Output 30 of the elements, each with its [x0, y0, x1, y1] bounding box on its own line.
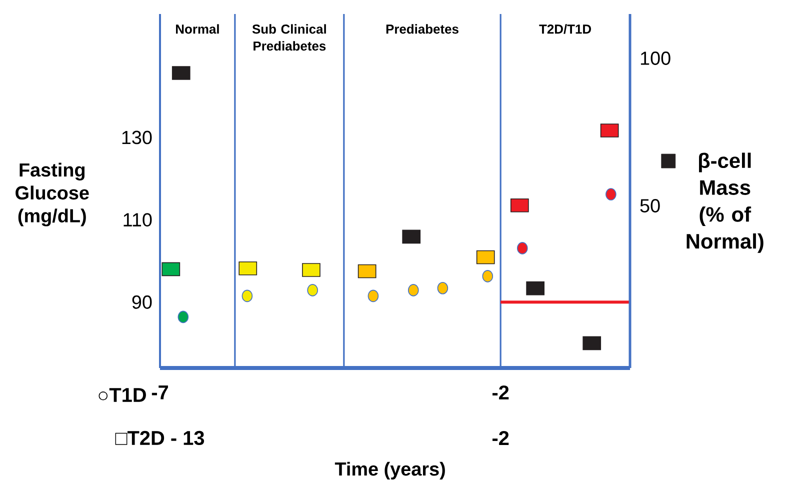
annotation: Normal [176, 24, 219, 34]
x-axis-title: Time (years) [334, 462, 445, 480]
text: ○T1D [98, 388, 146, 402]
point [408, 284, 419, 296]
point [172, 66, 190, 80]
y-tick-label: 90 [132, 295, 152, 309]
y2-tick-label: 100 [640, 52, 670, 65]
point [510, 198, 529, 212]
point [238, 261, 258, 276]
x-tick-label: -7 [152, 386, 168, 400]
y2-tick-label: 50 [640, 199, 660, 212]
y-tick-label: 130 [122, 130, 152, 144]
text: □T2D - 13 [115, 430, 204, 446]
point [600, 124, 619, 138]
y-tick-label: 110 [124, 213, 152, 227]
annotation: T2D/T1D [539, 24, 592, 34]
point [482, 270, 494, 282]
point [162, 262, 180, 276]
annotation: Prediabetes [386, 24, 458, 34]
y-axis-title: Fasting Glucose (mg/dL) [16, 162, 89, 226]
legend-label: β-cell Mass (% of Normal) [686, 152, 764, 253]
point [402, 230, 421, 244]
point [368, 290, 379, 302]
point [437, 282, 448, 294]
annotation: Sub Clinical Prediabetes [252, 24, 326, 51]
point [526, 281, 544, 296]
point [582, 336, 602, 350]
point [178, 310, 189, 324]
point [302, 263, 320, 277]
text: -2 [492, 431, 509, 445]
